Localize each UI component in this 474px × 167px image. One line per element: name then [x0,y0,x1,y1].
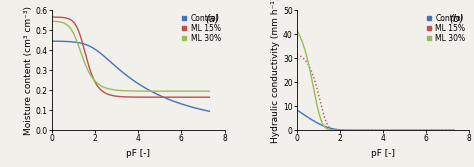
X-axis label: pF [-]: pF [-] [371,149,395,158]
Text: (b): (b) [449,14,464,24]
Legend: Control, ML 15%, ML 30%: Control, ML 15%, ML 30% [425,12,467,45]
Y-axis label: Moisture content (cm³ cm⁻³): Moisture content (cm³ cm⁻³) [24,6,33,135]
X-axis label: pF [-]: pF [-] [127,149,150,158]
Legend: Control, ML 15%, ML 30%: Control, ML 15%, ML 30% [180,12,222,45]
Y-axis label: Hydraulic conductivity (mm h⁻¹): Hydraulic conductivity (mm h⁻¹) [271,0,280,143]
Text: (a): (a) [205,14,219,24]
